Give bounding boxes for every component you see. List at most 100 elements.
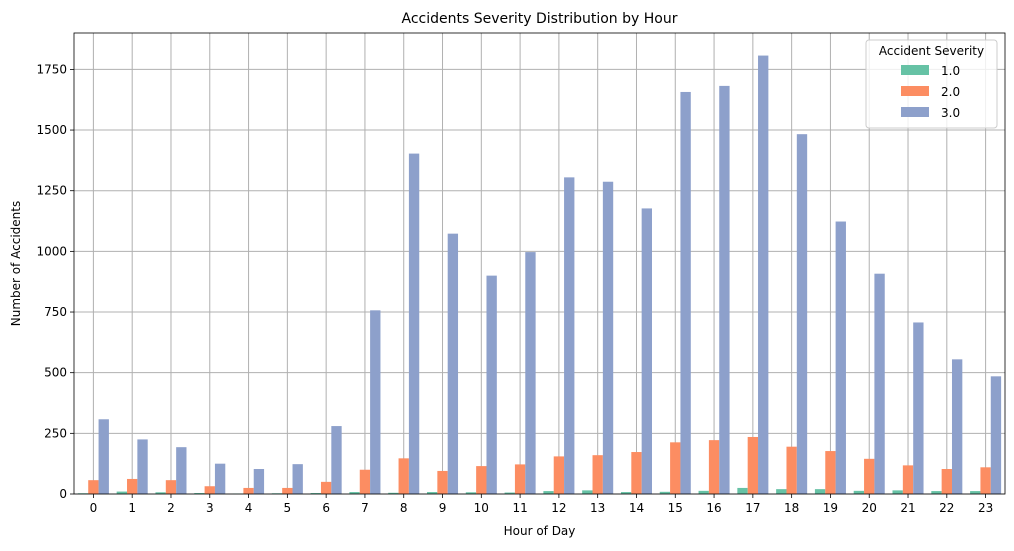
bar-severity-1.0-hour-17 <box>737 488 747 494</box>
legend-swatch-3.0 <box>901 107 929 117</box>
x-tick-label: 11 <box>512 501 527 515</box>
bar-severity-3.0-hour-16 <box>719 86 729 494</box>
bar-severity-2.0-hour-8 <box>399 458 409 494</box>
bar-severity-3.0-hour-1 <box>137 439 147 494</box>
bar-severity-1.0-hour-23 <box>970 491 980 494</box>
x-tick-label: 20 <box>862 501 877 515</box>
x-tick-label: 8 <box>400 501 408 515</box>
x-tick-label: 3 <box>206 501 214 515</box>
x-tick-label: 16 <box>706 501 721 515</box>
x-tick-label: 19 <box>823 501 838 515</box>
bar-severity-3.0-hour-0 <box>99 419 109 494</box>
bars-layer <box>78 56 1001 494</box>
x-tick-label: 17 <box>745 501 760 515</box>
bar-severity-2.0-hour-23 <box>980 467 990 494</box>
legend-label: 3.0 <box>941 106 960 120</box>
bar-severity-2.0-hour-3 <box>205 486 215 494</box>
bar-severity-1.0-hour-22 <box>931 491 941 494</box>
bar-severity-2.0-hour-6 <box>321 482 331 494</box>
bar-severity-1.0-hour-13 <box>582 490 592 494</box>
x-tick-label: 2 <box>167 501 175 515</box>
bar-severity-2.0-hour-4 <box>243 488 253 494</box>
bar-severity-2.0-hour-18 <box>786 447 796 494</box>
y-tick-label: 1250 <box>36 184 67 198</box>
y-axis-label: Number of Accidents <box>9 201 23 327</box>
bar-severity-3.0-hour-8 <box>409 154 419 494</box>
chart-title: Accidents Severity Distribution by Hour <box>402 11 678 27</box>
bar-severity-3.0-hour-20 <box>874 274 884 494</box>
bar-severity-3.0-hour-22 <box>952 359 962 494</box>
x-tick-label: 13 <box>590 501 605 515</box>
bar-severity-3.0-hour-4 <box>254 469 264 494</box>
bar-severity-3.0-hour-5 <box>293 464 303 494</box>
bar-severity-2.0-hour-0 <box>88 480 98 494</box>
bar-severity-3.0-hour-23 <box>991 376 1001 494</box>
bar-severity-1.0-hour-18 <box>776 489 786 494</box>
bar-severity-2.0-hour-5 <box>282 488 292 494</box>
bar-severity-3.0-hour-12 <box>564 177 574 494</box>
grid-layer <box>74 33 1005 494</box>
y-tick-label: 500 <box>44 366 67 380</box>
bar-severity-3.0-hour-3 <box>215 464 225 494</box>
plot-frame <box>74 33 1005 494</box>
bar-severity-2.0-hour-13 <box>593 455 603 494</box>
bar-severity-3.0-hour-19 <box>836 222 846 494</box>
x-tick-label: 6 <box>322 501 330 515</box>
bar-severity-2.0-hour-19 <box>825 451 835 494</box>
y-tick-label: 1500 <box>36 123 67 137</box>
bar-severity-3.0-hour-21 <box>913 322 923 494</box>
bar-severity-3.0-hour-10 <box>486 276 496 494</box>
bar-severity-2.0-hour-2 <box>166 480 176 494</box>
x-tick-label: 1 <box>128 501 136 515</box>
bar-severity-3.0-hour-17 <box>758 56 768 494</box>
x-tick-label: 18 <box>784 501 799 515</box>
bar-severity-2.0-hour-20 <box>864 459 874 494</box>
bar-severity-3.0-hour-13 <box>603 182 613 494</box>
legend-title: Accident Severity <box>879 44 984 58</box>
bar-severity-3.0-hour-2 <box>176 447 186 494</box>
bar-severity-3.0-hour-6 <box>331 426 341 494</box>
x-tick-label: 4 <box>245 501 253 515</box>
bar-severity-3.0-hour-18 <box>797 134 807 494</box>
x-tick-label: 9 <box>439 501 447 515</box>
bar-severity-1.0-hour-20 <box>854 491 864 494</box>
legend: Accident Severity 1.0 2.0 3.0 <box>866 40 997 128</box>
bar-severity-2.0-hour-10 <box>476 466 486 494</box>
bar-severity-3.0-hour-14 <box>642 208 652 494</box>
legend-label: 1.0 <box>941 64 960 78</box>
bar-severity-2.0-hour-21 <box>903 465 913 494</box>
x-tick-label: 7 <box>361 501 369 515</box>
y-tick-label: 1750 <box>36 62 67 76</box>
x-tick-label: 5 <box>284 501 292 515</box>
bar-severity-2.0-hour-9 <box>437 471 447 494</box>
bar-severity-1.0-hour-21 <box>893 490 903 494</box>
x-tick-label: 14 <box>629 501 644 515</box>
bar-severity-1.0-hour-12 <box>543 491 553 494</box>
bar-severity-2.0-hour-16 <box>709 440 719 494</box>
bar-severity-2.0-hour-22 <box>942 469 952 494</box>
bar-severity-1.0-hour-16 <box>699 491 709 494</box>
bar-severity-3.0-hour-15 <box>680 92 690 494</box>
x-tick-label: 22 <box>939 501 954 515</box>
x-tick-label: 10 <box>474 501 489 515</box>
x-tick-label: 21 <box>900 501 915 515</box>
bar-severity-1.0-hour-19 <box>815 489 825 494</box>
bar-severity-2.0-hour-1 <box>127 479 137 494</box>
legend-label: 2.0 <box>941 85 960 99</box>
y-tick-label: 250 <box>44 426 67 440</box>
bar-severity-2.0-hour-11 <box>515 464 525 494</box>
x-axis-label: Hour of Day <box>504 524 576 538</box>
bar-severity-2.0-hour-15 <box>670 442 680 494</box>
bar-severity-2.0-hour-12 <box>554 456 564 494</box>
bar-severity-3.0-hour-7 <box>370 310 380 494</box>
y-tick-label: 0 <box>59 487 67 501</box>
bar-severity-3.0-hour-9 <box>448 234 458 494</box>
x-tick-label: 0 <box>90 501 98 515</box>
legend-swatch-1.0 <box>901 65 929 75</box>
y-tick-label: 1000 <box>36 244 67 258</box>
x-tick-label: 12 <box>551 501 566 515</box>
